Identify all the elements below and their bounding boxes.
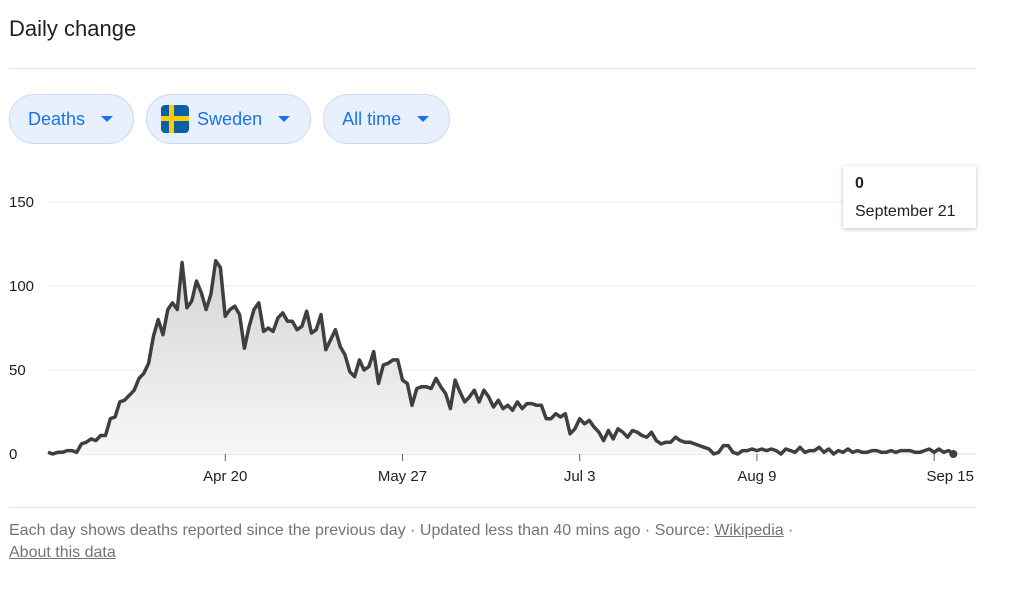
x-tick-label: Jul 3 <box>564 468 596 485</box>
y-tick-label: 50 <box>9 362 26 379</box>
y-tick-label: 150 <box>9 194 34 211</box>
sweden-flag-icon <box>161 105 190 133</box>
footer-separator: · <box>783 522 794 539</box>
hover-point <box>949 450 958 458</box>
filter-chips: Deaths Sweden All time <box>9 94 451 144</box>
series-line <box>47 259 955 456</box>
chart-tooltip: 0 September 21 <box>843 166 976 228</box>
about-data-link[interactable]: About this data <box>9 544 116 561</box>
footer-text: Each day shows deaths reported since the… <box>9 522 715 539</box>
time-range-dropdown[interactable]: All time <box>323 94 451 144</box>
header-divider <box>9 68 976 69</box>
tooltip-value: 0 <box>855 175 864 192</box>
country-label: Sweden <box>197 108 263 129</box>
caret-down-icon <box>278 116 291 122</box>
x-tick-label: Sep 15 <box>926 468 974 485</box>
time-range-label: All time <box>342 108 402 129</box>
tooltip-date: September 21 <box>855 203 956 220</box>
wikipedia-link[interactable]: Wikipedia <box>714 522 784 539</box>
caret-down-icon <box>101 116 114 122</box>
country-dropdown[interactable]: Sweden <box>146 94 312 144</box>
x-tick-label: Aug 9 <box>737 468 776 485</box>
chart-footer: Each day shows deaths reported since the… <box>9 520 969 564</box>
area-fill <box>48 260 954 454</box>
y-tick-label: 100 <box>9 278 34 295</box>
metric-dropdown[interactable]: Deaths <box>9 94 135 144</box>
x-tick-label: Apr 20 <box>203 468 247 485</box>
x-tick-label: May 27 <box>378 468 427 485</box>
daily-deaths-chart[interactable]: 0 50 100 150 Apr 20 May 27 Jul 3 Aug 9 Sep 15 <box>0 160 1024 500</box>
page-title: Daily change <box>9 16 137 41</box>
metric-label: Deaths <box>28 108 86 129</box>
y-tick-label: 0 <box>9 446 17 463</box>
footer-divider <box>9 507 976 508</box>
caret-down-icon <box>417 116 430 122</box>
